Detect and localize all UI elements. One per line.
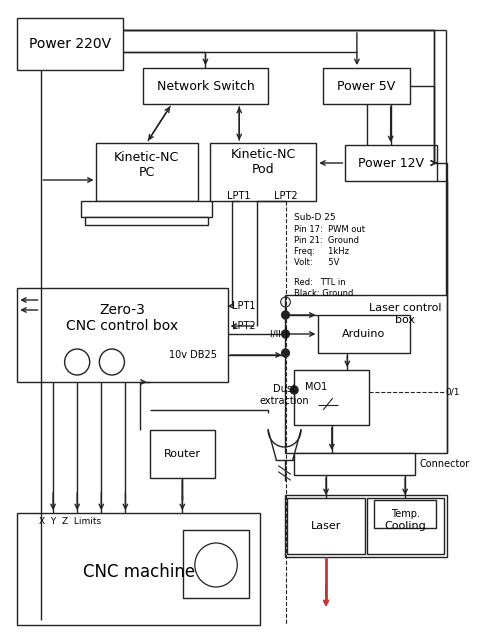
Text: CNC machine: CNC machine — [83, 563, 195, 581]
Bar — [143, 68, 268, 104]
Text: Kinetic-NC
Pod: Kinetic-NC Pod — [231, 148, 296, 176]
Text: LPT1: LPT1 — [231, 301, 255, 311]
Bar — [323, 68, 410, 104]
Text: Sub-D 25: Sub-D 25 — [294, 213, 336, 222]
Text: Pin 17:  PWM out: Pin 17: PWM out — [294, 225, 365, 234]
Text: I/II ├: I/II ├ — [270, 329, 289, 339]
Text: MO1: MO1 — [305, 382, 327, 392]
Bar — [367, 498, 444, 554]
Circle shape — [282, 311, 289, 319]
Text: Volt:      5V: Volt: 5V — [294, 258, 339, 267]
Bar — [284, 495, 446, 557]
Text: Red:   TTL in: Red: TTL in — [294, 278, 346, 287]
Text: Freq:     1kHz: Freq: 1kHz — [294, 247, 349, 256]
Bar — [17, 18, 123, 70]
Text: Arduino: Arduino — [342, 329, 385, 339]
Text: Connector: Connector — [420, 459, 470, 469]
Text: Pin 21:  Ground: Pin 21: Ground — [294, 236, 359, 245]
Text: Laser control: Laser control — [369, 303, 441, 313]
Text: LPT1: LPT1 — [228, 191, 251, 201]
Bar — [294, 370, 369, 425]
Bar — [81, 201, 212, 217]
Text: Laser: Laser — [311, 521, 341, 531]
Circle shape — [282, 330, 289, 338]
Bar — [150, 430, 215, 478]
Text: Kinetic-NC
PC: Kinetic-NC PC — [114, 151, 179, 179]
Text: box: box — [395, 315, 415, 325]
Bar — [17, 288, 228, 382]
Circle shape — [282, 349, 289, 357]
Bar — [85, 217, 208, 225]
Text: 10v DB25: 10v DB25 — [169, 350, 217, 360]
Text: X  Y  Z  Limits: X Y Z Limits — [39, 518, 101, 527]
Bar — [183, 530, 249, 598]
Circle shape — [290, 386, 298, 394]
Bar — [17, 513, 261, 625]
Text: Power 5V: Power 5V — [337, 79, 396, 93]
Text: 0/1: 0/1 — [445, 387, 460, 397]
Text: Cooling: Cooling — [384, 521, 426, 531]
Bar — [97, 143, 198, 201]
Text: Zero-3
CNC control box: Zero-3 CNC control box — [66, 303, 179, 333]
Text: Network Switch: Network Switch — [157, 79, 254, 93]
Bar — [318, 315, 410, 353]
Bar — [294, 453, 415, 475]
Text: Power 220V: Power 220V — [29, 37, 111, 51]
Bar — [345, 145, 437, 181]
Text: LPT2: LPT2 — [274, 191, 297, 201]
Text: Power 12V: Power 12V — [358, 157, 424, 170]
Text: Temp.: Temp. — [391, 509, 420, 519]
Bar — [287, 498, 365, 554]
Text: Black: Ground: Black: Ground — [294, 289, 354, 298]
Bar — [210, 143, 316, 201]
Text: LPT2: LPT2 — [231, 321, 255, 331]
Text: Dust
extraction: Dust extraction — [260, 384, 309, 406]
Text: Router: Router — [164, 449, 201, 459]
Bar — [374, 500, 436, 528]
Bar — [284, 295, 446, 453]
